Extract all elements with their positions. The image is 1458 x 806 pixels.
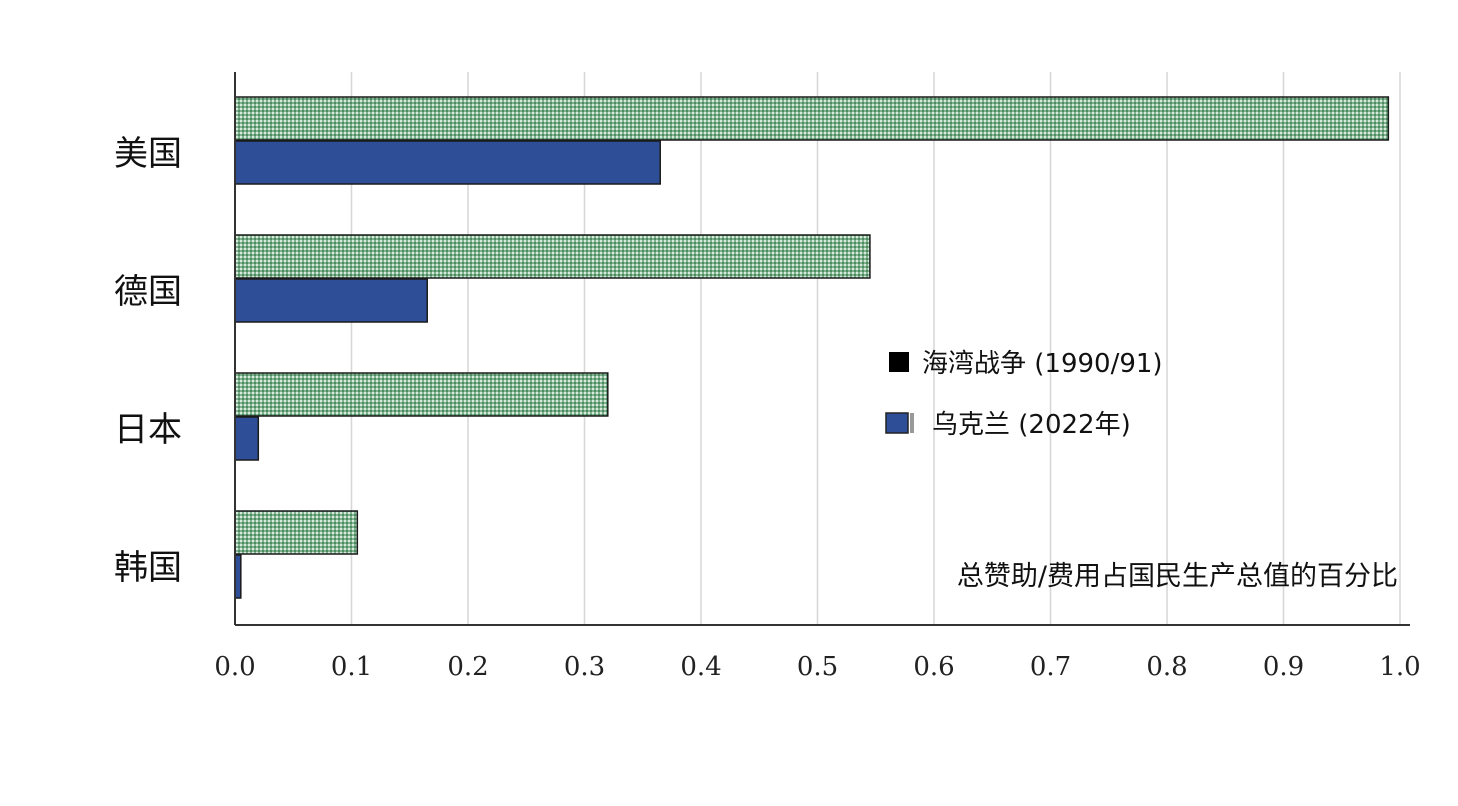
x-tick-label: 0.1: [331, 652, 372, 682]
x-tick-label: 0.7: [1030, 652, 1071, 682]
legend-label-ukraine: 乌克兰 (2022年): [932, 410, 1131, 440]
x-tick-label: 0.2: [447, 652, 488, 682]
legend-swatch-ukraine: [885, 412, 909, 434]
x-tick-label: 0.6: [913, 652, 954, 682]
x-tick-label: 0.8: [1146, 652, 1187, 682]
x-tick-label: 1.0: [1379, 652, 1420, 682]
legend-swatch-gulf-war: [889, 352, 909, 372]
category-label: 德国: [114, 272, 182, 312]
chart-annotation: 总赞助/费用占国民生产总值的百分比: [957, 561, 1398, 592]
legend-label-gulf-war: 海湾战争 (1990/91): [922, 349, 1163, 379]
bar-ukraine: [234, 278, 428, 323]
x-tick-label: 0.0: [214, 652, 255, 682]
x-tick-labels: 0.0 0.1 0.2 0.3 0.4 0.5 0.6 0.7 0.8 0.9 1.0: [214, 652, 1420, 682]
bar-gulf-war: [234, 234, 871, 279]
x-tick-label: 0.5: [797, 652, 838, 682]
category-label: 韩国: [114, 548, 182, 588]
bar-ukraine: [234, 140, 661, 185]
bar-gulf-war: [234, 96, 1390, 141]
x-tick-label: 0.3: [564, 652, 605, 682]
x-tick-label: 0.4: [680, 652, 721, 682]
category-label: 美国: [114, 134, 182, 174]
legend: 海湾战争 (1990/91) 乌克兰 (2022年): [885, 349, 1163, 440]
bar-gulf-war: [234, 510, 359, 555]
x-tick-label: 0.9: [1263, 652, 1304, 682]
bar-ukraine: [234, 416, 260, 461]
category-label: 日本: [114, 410, 182, 450]
bar-gulf-war: [234, 372, 609, 417]
legend-swatch-ukraine-accent: [910, 413, 914, 433]
bars: [234, 96, 1390, 599]
